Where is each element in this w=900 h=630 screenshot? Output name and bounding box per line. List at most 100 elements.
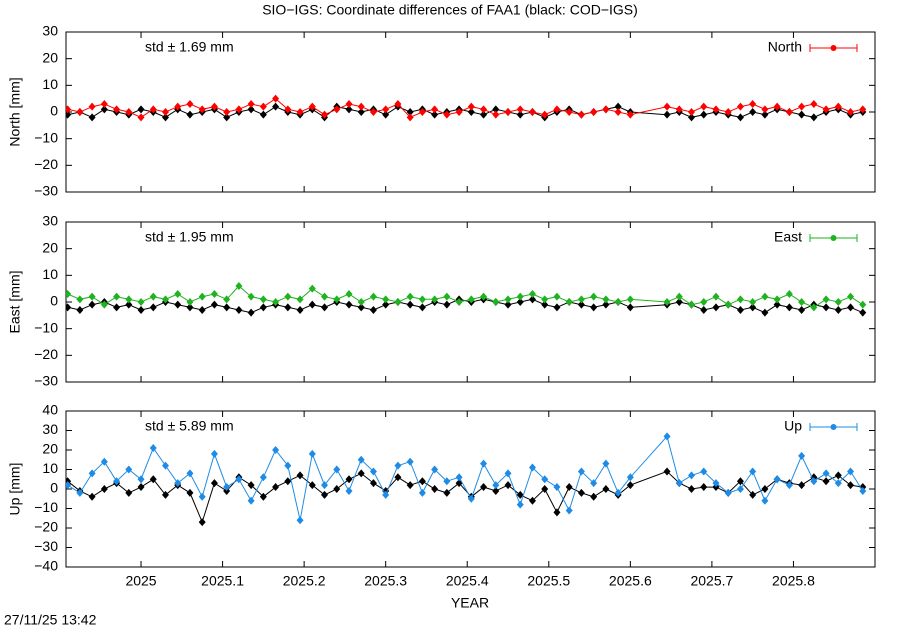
point (223, 113, 231, 122)
point (174, 102, 182, 111)
point (431, 295, 439, 304)
point (296, 516, 304, 525)
x-tick-label: 2025.8 (772, 573, 815, 589)
point (186, 100, 194, 108)
point (113, 105, 121, 114)
point (137, 483, 145, 492)
point (626, 473, 634, 482)
point (198, 105, 206, 114)
point (626, 110, 634, 119)
point (100, 100, 108, 108)
point (174, 479, 182, 488)
point (88, 102, 96, 111)
point (516, 105, 524, 114)
point (382, 110, 390, 119)
point (712, 303, 720, 312)
point (504, 295, 512, 304)
point (798, 102, 806, 111)
point (247, 292, 255, 301)
point (308, 102, 316, 111)
plot-frame (65, 410, 876, 568)
point (333, 485, 341, 493)
point (480, 105, 488, 114)
point (198, 492, 206, 501)
point (700, 298, 708, 306)
point (308, 449, 316, 458)
point (149, 105, 157, 114)
y-tick-label: −20 (34, 346, 58, 362)
point (259, 102, 267, 111)
point (455, 298, 463, 306)
point (847, 303, 855, 312)
point (259, 492, 267, 501)
legend-swatch (830, 235, 837, 241)
plot-area (66, 282, 867, 317)
y-axis-label: East [mm] (7, 270, 23, 333)
point (382, 105, 390, 114)
point (516, 292, 524, 301)
point (577, 467, 585, 476)
series-line (67, 435, 864, 521)
point (553, 303, 561, 312)
point (602, 105, 610, 114)
point (516, 490, 524, 499)
point (798, 451, 806, 460)
point (357, 102, 365, 111)
point (590, 492, 598, 501)
point (822, 477, 830, 486)
plot-area (66, 432, 867, 527)
point (528, 463, 536, 472)
point (284, 477, 292, 486)
point (345, 290, 353, 298)
y-tick-label: 30 (42, 23, 58, 39)
point (736, 295, 744, 304)
point (161, 490, 169, 499)
point (66, 290, 72, 298)
point (431, 465, 439, 474)
point (149, 292, 157, 301)
point (382, 300, 390, 309)
point (357, 108, 365, 116)
x-tick-label: 2025.3 (364, 573, 407, 589)
point (418, 295, 426, 304)
point (810, 303, 818, 312)
point (467, 102, 475, 111)
point (565, 506, 573, 515)
y-tick-label: 20 (42, 49, 58, 65)
point (321, 490, 329, 499)
point (235, 475, 243, 484)
point (161, 108, 169, 116)
point (296, 108, 304, 116)
point (137, 475, 145, 484)
point (577, 110, 585, 119)
y-tick-label: 0 (50, 103, 58, 119)
point (223, 295, 231, 304)
point (247, 496, 255, 505)
legend-label: Up (784, 418, 802, 434)
point (321, 481, 329, 490)
point (296, 306, 304, 314)
point (406, 457, 414, 466)
point (516, 298, 524, 306)
point (100, 485, 108, 493)
point (272, 102, 280, 111)
point (247, 100, 255, 108)
point (516, 110, 524, 119)
point (565, 483, 573, 492)
point (773, 300, 781, 309)
point (859, 105, 867, 114)
y-tick-label: −20 (34, 519, 58, 535)
point (822, 105, 830, 114)
point (834, 306, 842, 314)
point (125, 108, 133, 116)
point (210, 449, 218, 458)
point (76, 295, 84, 304)
point (259, 303, 267, 312)
series-line (67, 98, 863, 118)
point (749, 490, 757, 499)
y-tick-label: 20 (42, 441, 58, 457)
point (773, 295, 781, 304)
point (406, 108, 414, 116)
point (369, 467, 377, 476)
